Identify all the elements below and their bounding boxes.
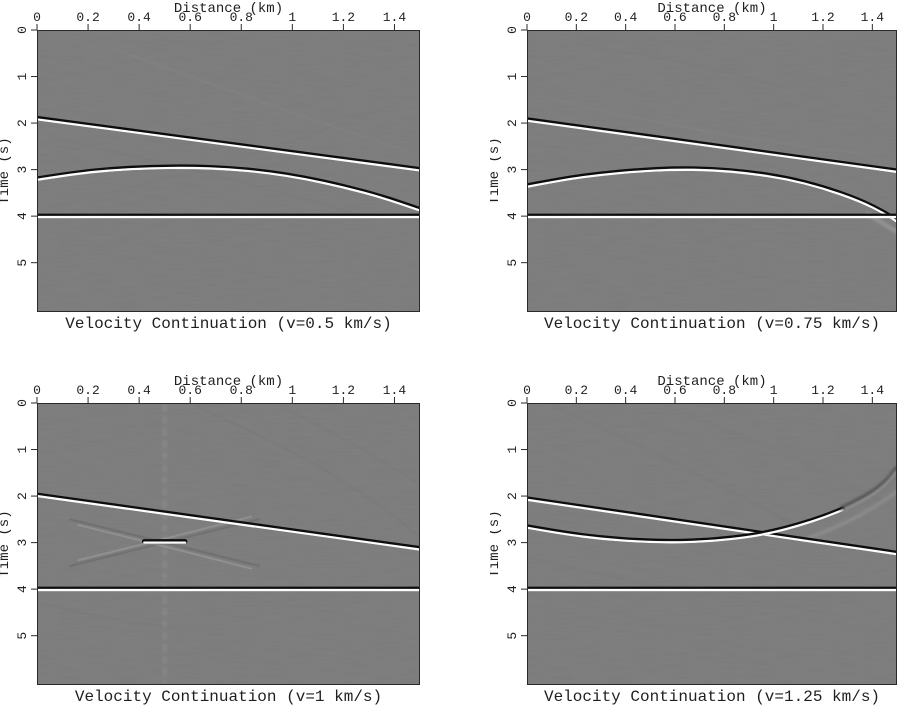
y-tick-label: 5 bbox=[15, 632, 30, 640]
axes: Distance (km) 0 0.2 0.4 0.6 0.8 1 1.2 1.4 Time (s… bbox=[0, 1, 406, 267]
y-tick-label: 1 bbox=[15, 445, 30, 453]
seismic-plot-1.25: Distance (km) 0 0.2 0.4 0.6 0.8 1 1.2 1.4 Time (s… bbox=[490, 374, 897, 685]
seismic-image bbox=[527, 30, 897, 312]
panel-velocity-1: Distance (km) 0 0.2 0.4 0.6 0.8 1 1.2 1.4 Time (s… bbox=[0, 373, 422, 705]
x-tick-label: 1.4 bbox=[861, 383, 885, 398]
x-tick-label: 0.4 bbox=[127, 10, 151, 25]
x-tick-label: 1.2 bbox=[811, 10, 834, 25]
seismic-image bbox=[37, 403, 420, 685]
x-tick-label: 1.2 bbox=[811, 383, 834, 398]
x-tick-label: 1 bbox=[288, 383, 296, 398]
x-axis-title: Distance (km) bbox=[657, 374, 766, 390]
x-tick-label: 0.8 bbox=[713, 10, 736, 25]
y-tick-label: 3 bbox=[15, 166, 30, 174]
x-tick-label: 0.6 bbox=[178, 10, 201, 25]
y-tick-label: 4 bbox=[15, 212, 30, 220]
y-tick-label: 0 bbox=[505, 399, 520, 407]
y-tick-label: 2 bbox=[15, 119, 30, 127]
x-tick-label: 1 bbox=[288, 10, 296, 25]
x-tick-label: 0.4 bbox=[614, 10, 638, 25]
panel-caption-1: Velocity Continuation (v=1 km/s) bbox=[74, 688, 383, 705]
y-tick-label: 0 bbox=[15, 26, 30, 34]
panel-caption-0.75: Velocity Continuation (v=0.75 km/s) bbox=[543, 315, 881, 333]
y-tick-label: 5 bbox=[15, 259, 30, 267]
x-tick-label: 0.2 bbox=[565, 383, 588, 398]
x-tick-label: 1.2 bbox=[332, 383, 355, 398]
seismic-plot-1: Distance (km) 0 0.2 0.4 0.6 0.8 1 1.2 1.4 Time (s… bbox=[0, 374, 420, 685]
y-axis-title: Time (s) bbox=[0, 137, 13, 204]
x-tick-label: 0.6 bbox=[178, 383, 201, 398]
x-tick-label: 0.6 bbox=[663, 10, 686, 25]
x-tick-label: 1.2 bbox=[332, 10, 355, 25]
y-tick-label: 2 bbox=[505, 119, 520, 127]
panel-velocity-0.5: Distance (km) 0 0.2 0.4 0.6 0.8 1 1.2 1.4 Time (s… bbox=[0, 0, 422, 333]
y-tick-label: 4 bbox=[505, 585, 520, 593]
x-tick-label: 0.8 bbox=[230, 383, 253, 398]
y-axis-title: Time (s) bbox=[490, 510, 503, 577]
panel-velocity-0.75: Distance (km) 0 0.2 0.4 0.6 0.8 1 1.2 1.4 Time (s… bbox=[490, 0, 897, 333]
y-tick-label: 1 bbox=[505, 72, 520, 80]
x-axis-title: Distance (km) bbox=[174, 1, 283, 17]
x-tick-label: 0.2 bbox=[565, 10, 588, 25]
seismic-image bbox=[527, 403, 897, 685]
y-tick-label: 0 bbox=[505, 26, 520, 34]
x-tick-label: 0.4 bbox=[614, 383, 638, 398]
y-tick-label: 2 bbox=[505, 492, 520, 500]
y-tick-label: 5 bbox=[505, 632, 520, 640]
seismic-plot-0.5: Distance (km) 0 0.2 0.4 0.6 0.8 1 1.2 1.4 Time (s… bbox=[0, 1, 420, 312]
panel-caption-1.25: Velocity Continuation (v=1.25 km/s) bbox=[543, 688, 881, 705]
axes: Distance (km) 0 0.2 0.4 0.6 0.8 1 1.2 1.4 Time (s… bbox=[0, 374, 406, 640]
x-tick-label: 0 bbox=[523, 10, 531, 25]
y-tick-label: 3 bbox=[505, 166, 520, 174]
y-tick-label: 3 bbox=[505, 539, 520, 547]
x-tick-label: 1 bbox=[770, 10, 778, 25]
grain-noise-overlay bbox=[37, 30, 420, 312]
seismic-plot-0.75: Distance (km) 0 0.2 0.4 0.6 0.8 1 1.2 1.4 Time (s… bbox=[490, 1, 897, 312]
y-tick-label: 3 bbox=[15, 539, 30, 547]
axes: Distance (km) 0 0.2 0.4 0.6 0.8 1 1.2 1.4 Time (s… bbox=[490, 374, 884, 640]
y-axis-title: Time (s) bbox=[0, 510, 13, 577]
x-tick-label: 0.4 bbox=[127, 383, 151, 398]
x-tick-label: 1.4 bbox=[383, 10, 407, 25]
x-tick-label: 0.8 bbox=[713, 383, 736, 398]
plot-border bbox=[37, 403, 420, 685]
x-tick-label: 0 bbox=[523, 383, 531, 398]
panel-velocity-1.25: Distance (km) 0 0.2 0.4 0.6 0.8 1 1.2 1.4 Time (s… bbox=[490, 373, 897, 705]
y-tick-label: 4 bbox=[15, 585, 30, 593]
grain-noise-overlay bbox=[37, 403, 420, 685]
x-tick-label: 0.2 bbox=[76, 383, 99, 398]
plot-border bbox=[37, 30, 420, 312]
x-axis-title: Distance (km) bbox=[174, 374, 283, 390]
y-tick-label: 5 bbox=[505, 259, 520, 267]
x-tick-label: 1.4 bbox=[383, 383, 407, 398]
grain-noise-overlay bbox=[527, 403, 897, 685]
y-tick-label: 0 bbox=[15, 399, 30, 407]
x-tick-label: 1 bbox=[770, 383, 778, 398]
x-tick-label: 0 bbox=[33, 383, 41, 398]
y-tick-label: 2 bbox=[15, 492, 30, 500]
y-tick-label: 4 bbox=[505, 212, 520, 220]
y-tick-label: 1 bbox=[15, 72, 30, 80]
x-tick-label: 0.6 bbox=[663, 383, 686, 398]
grain-noise-overlay bbox=[527, 30, 897, 312]
y-tick-label: 1 bbox=[505, 445, 520, 453]
y-axis-title: Time (s) bbox=[490, 137, 503, 204]
x-axis-title: Distance (km) bbox=[657, 1, 766, 17]
x-tick-label: 1.4 bbox=[861, 10, 885, 25]
x-tick-label: 0.2 bbox=[76, 10, 99, 25]
x-tick-label: 0.8 bbox=[230, 10, 253, 25]
panel-caption-0.5: Velocity Continuation (v=0.5 km/s) bbox=[65, 315, 392, 333]
x-tick-label: 0 bbox=[33, 10, 41, 25]
axes: Distance (km) 0 0.2 0.4 0.6 0.8 1 1.2 1.4 Time (s… bbox=[490, 1, 884, 267]
seismic-image bbox=[37, 30, 420, 312]
